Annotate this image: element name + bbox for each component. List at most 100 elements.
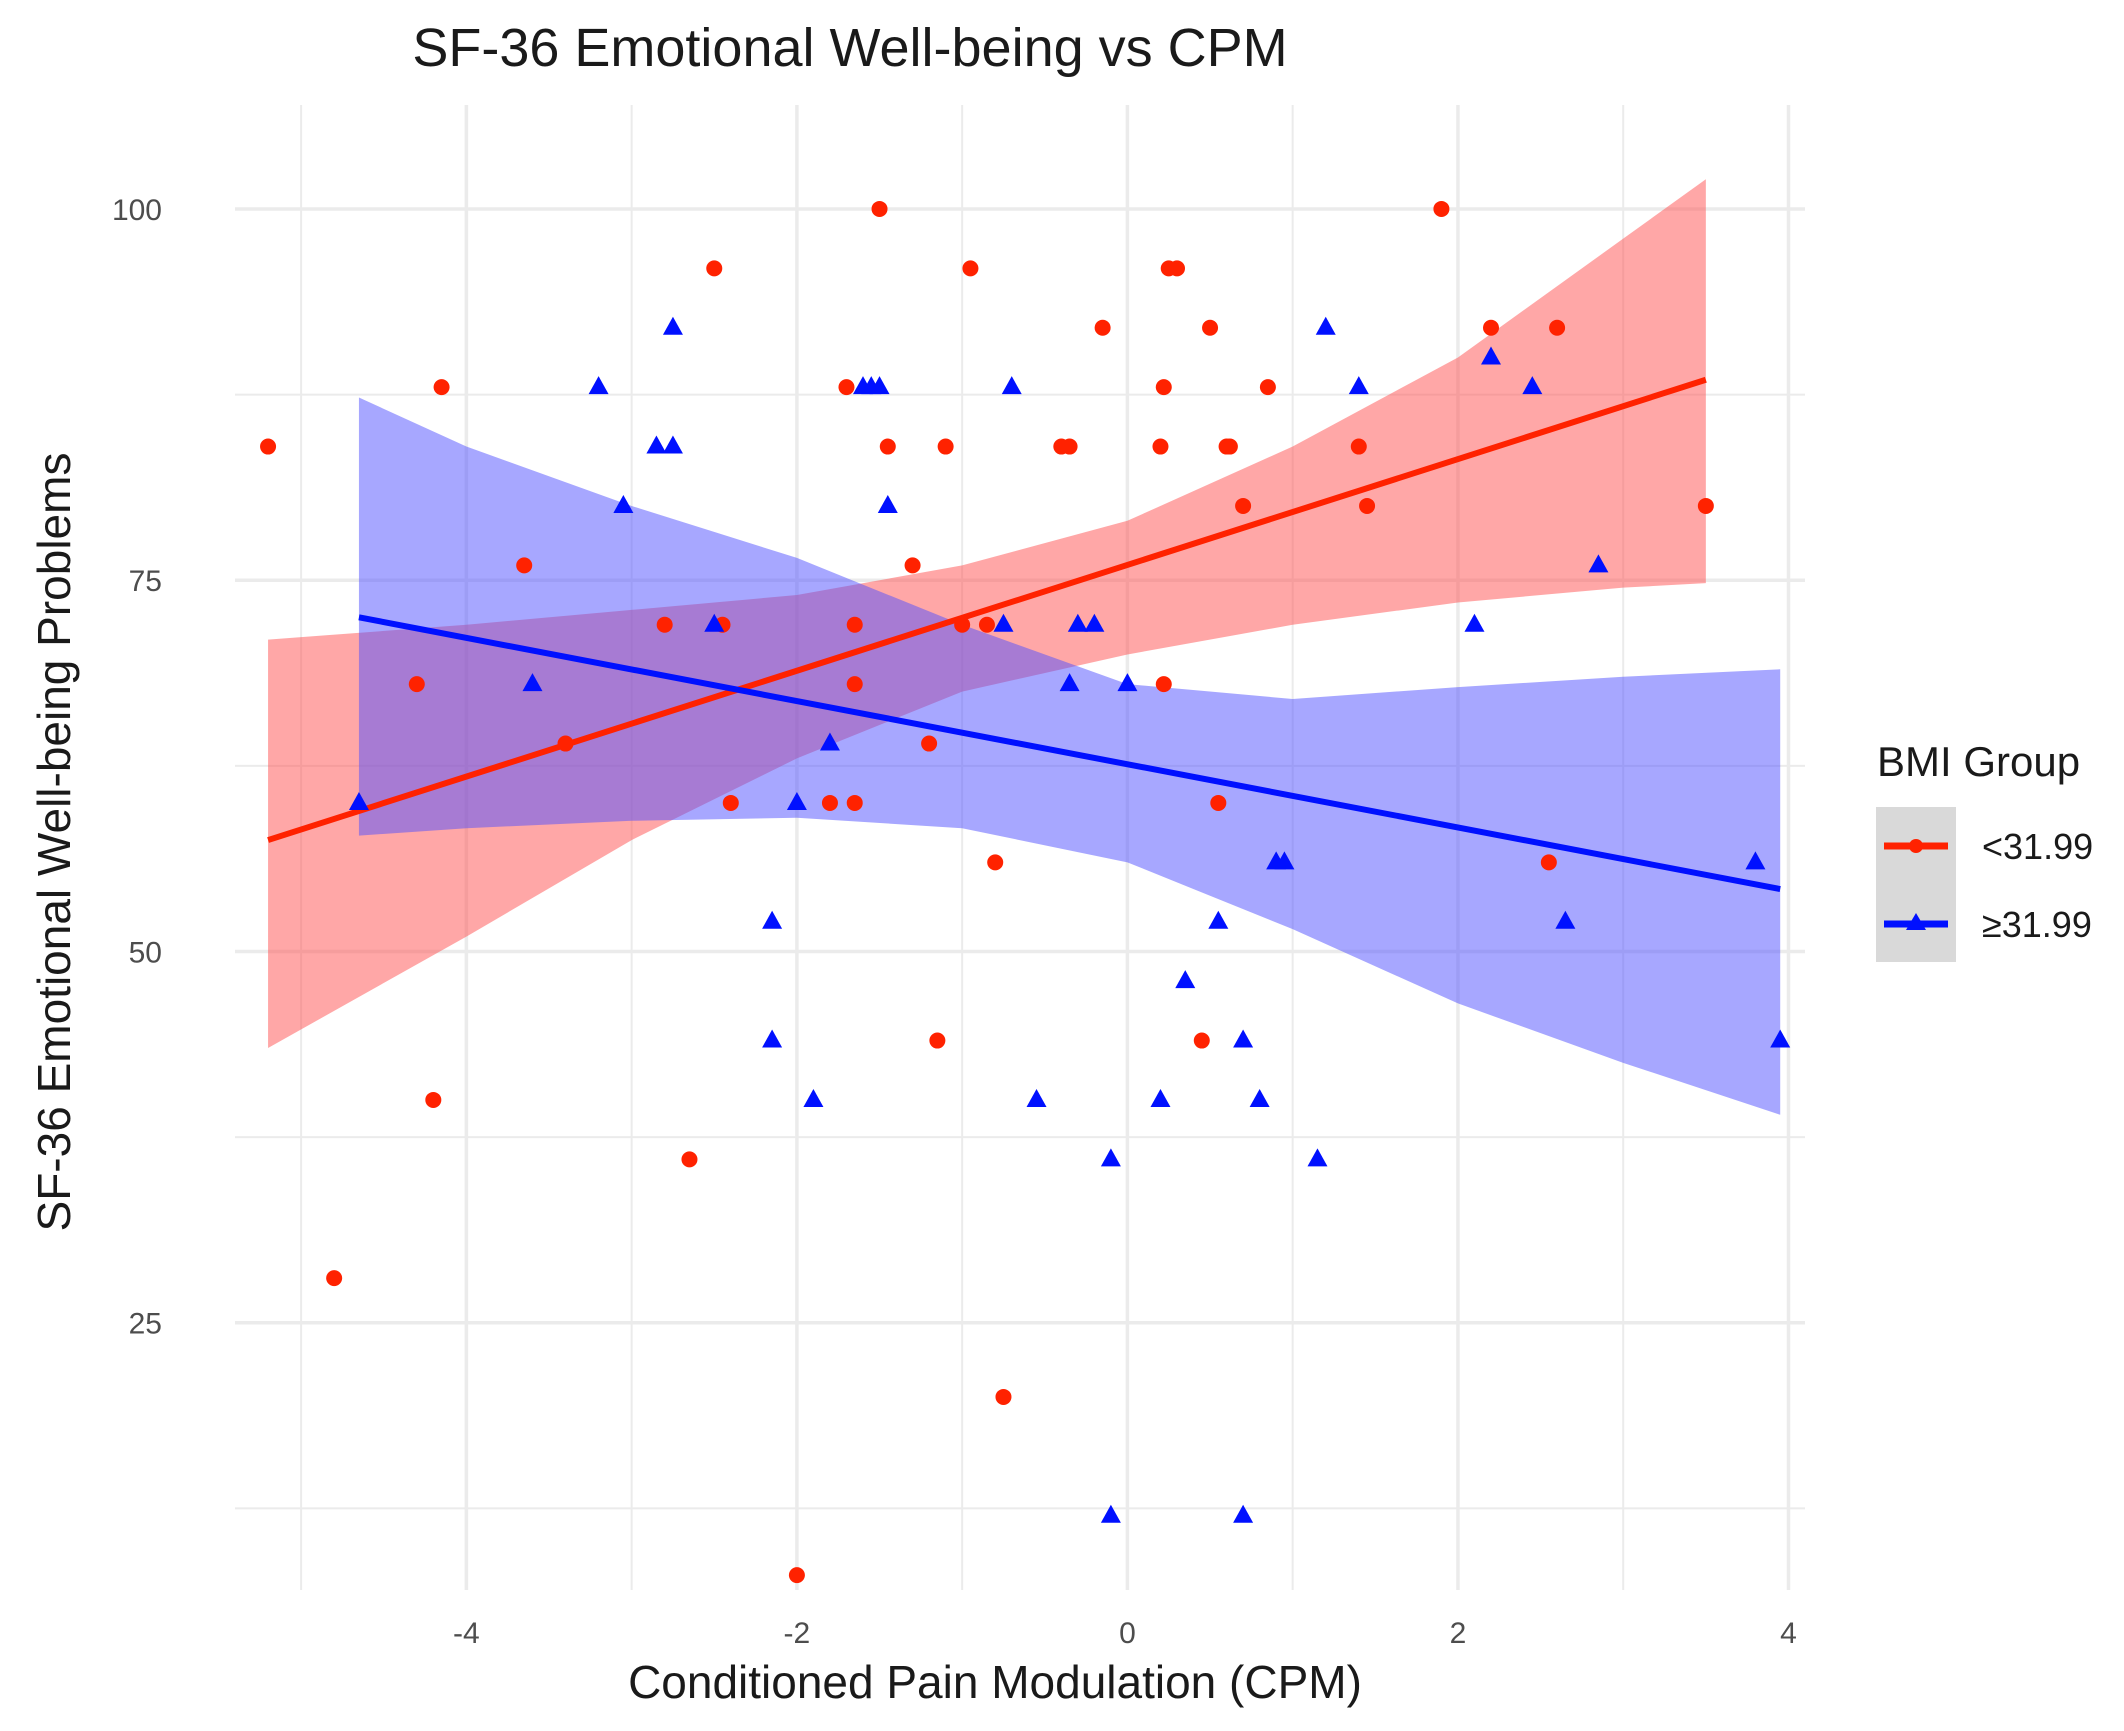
data-point-high	[869, 376, 890, 395]
data-point-high	[1249, 1088, 1270, 1107]
data-point-high	[662, 435, 683, 454]
data-point-low	[722, 794, 739, 811]
data-point-high	[1481, 346, 1501, 365]
data-point-high	[1274, 851, 1295, 870]
legend-key-high	[1884, 913, 1948, 930]
data-point-low	[954, 616, 971, 633]
x-axis-title: Conditioned Pain Modulation (CPM)	[628, 1656, 1362, 1708]
data-point-low	[408, 676, 425, 693]
data-point-high	[588, 376, 609, 395]
y-tick-label: 75	[129, 565, 162, 598]
data-point-low	[433, 379, 450, 396]
data-point-low	[978, 616, 995, 633]
data-point-high	[1067, 613, 1088, 632]
x-tick-label: -2	[784, 1617, 811, 1650]
data-point-low	[516, 557, 533, 574]
data-point-low	[846, 676, 863, 693]
data-point-high	[704, 613, 725, 632]
data-point-low	[1221, 438, 1238, 455]
data-point-high	[1745, 851, 1766, 870]
y-axis-ticks: 25 50 75 100	[112, 194, 162, 1341]
data-point-low	[1155, 379, 1172, 396]
data-point-low	[962, 260, 979, 277]
data-point-low	[1202, 319, 1219, 336]
data-point-low	[846, 616, 863, 633]
data-point-low	[1169, 260, 1185, 277]
confidence-bands	[268, 179, 1781, 1115]
data-point-low	[1259, 379, 1276, 396]
data-point-low	[921, 735, 938, 752]
data-point-low	[1549, 319, 1566, 336]
data-point-low	[1483, 319, 1499, 336]
data-point-low	[681, 1151, 698, 1168]
data-point-low	[706, 260, 723, 277]
fit-line-low	[267, 376, 1707, 843]
data-point-high	[1770, 1029, 1791, 1048]
data-point-high	[1233, 1029, 1254, 1048]
data-point-high	[819, 732, 840, 751]
legend-label-high: ≥31.99	[1982, 904, 2092, 945]
data-point-high	[1100, 1504, 1121, 1523]
fit-line-high	[358, 614, 1781, 893]
x-tick-label: -4	[453, 1617, 480, 1650]
x-tick-label: 0	[1119, 1617, 1136, 1650]
data-point-high	[662, 316, 683, 335]
x-tick-label: 4	[1780, 1617, 1797, 1650]
data-point-low	[1235, 497, 1252, 514]
legend-key-low	[1884, 839, 1948, 853]
data-point-high	[1117, 673, 1138, 692]
data-point-high	[762, 1029, 783, 1048]
data-point-low	[937, 438, 954, 455]
data-point-high	[348, 791, 369, 810]
data-point-low	[821, 794, 838, 811]
data-point-low	[995, 1388, 1012, 1405]
data-point-low	[1359, 497, 1376, 514]
data-point-low	[260, 438, 277, 455]
y-axis-title: SF-36 Emotional Well-being Problems	[28, 453, 80, 1232]
data-point-low	[929, 1032, 946, 1049]
data-point-low	[1193, 1032, 1210, 1049]
data-point-high	[1175, 970, 1196, 989]
data-point-low	[838, 379, 855, 396]
data-point-high	[1084, 613, 1105, 632]
data-point-low	[846, 794, 863, 811]
data-point-low	[1697, 497, 1714, 514]
data-point-high	[762, 910, 783, 929]
data-point-high	[1150, 1088, 1171, 1107]
chart-title: SF-36 Emotional Well-being vs CPM	[412, 18, 1287, 78]
data-point-high	[1588, 554, 1609, 573]
data-point-high	[1464, 613, 1485, 632]
data-point-high	[1026, 1088, 1047, 1107]
data-point-high	[1348, 376, 1369, 395]
data-point-low	[879, 438, 896, 455]
data-point-high	[522, 673, 543, 692]
legend-key-background	[1876, 807, 1956, 962]
data-point-low	[557, 735, 574, 752]
data-point-high	[1059, 673, 1080, 692]
data-point-high	[613, 494, 634, 513]
data-point-high	[646, 435, 667, 454]
data-point-low	[788, 1567, 805, 1584]
data-point-low	[871, 200, 888, 217]
data-point-low	[1210, 794, 1227, 811]
data-point-low	[656, 616, 673, 633]
data-point-high	[786, 791, 807, 810]
data-point-low	[425, 1091, 442, 1108]
data-point-high	[1522, 376, 1543, 395]
data-point-high	[803, 1088, 824, 1107]
data-point-low	[904, 557, 921, 574]
data-point-low	[1540, 854, 1557, 871]
data-point-low	[1155, 676, 1172, 693]
legend: BMI Group <31.99 ≥31.99	[1876, 738, 2093, 962]
data-point-low	[1061, 438, 1078, 455]
data-point-low	[1433, 200, 1450, 217]
data-point-low	[1094, 319, 1111, 336]
data-point-high	[1208, 910, 1229, 929]
y-tick-label: 50	[129, 936, 162, 969]
data-point-low	[987, 854, 1004, 871]
data-point-high	[1100, 1148, 1121, 1167]
x-tick-label: 2	[1450, 1617, 1467, 1650]
y-tick-label: 100	[112, 194, 162, 227]
fit-lines	[267, 376, 1781, 893]
